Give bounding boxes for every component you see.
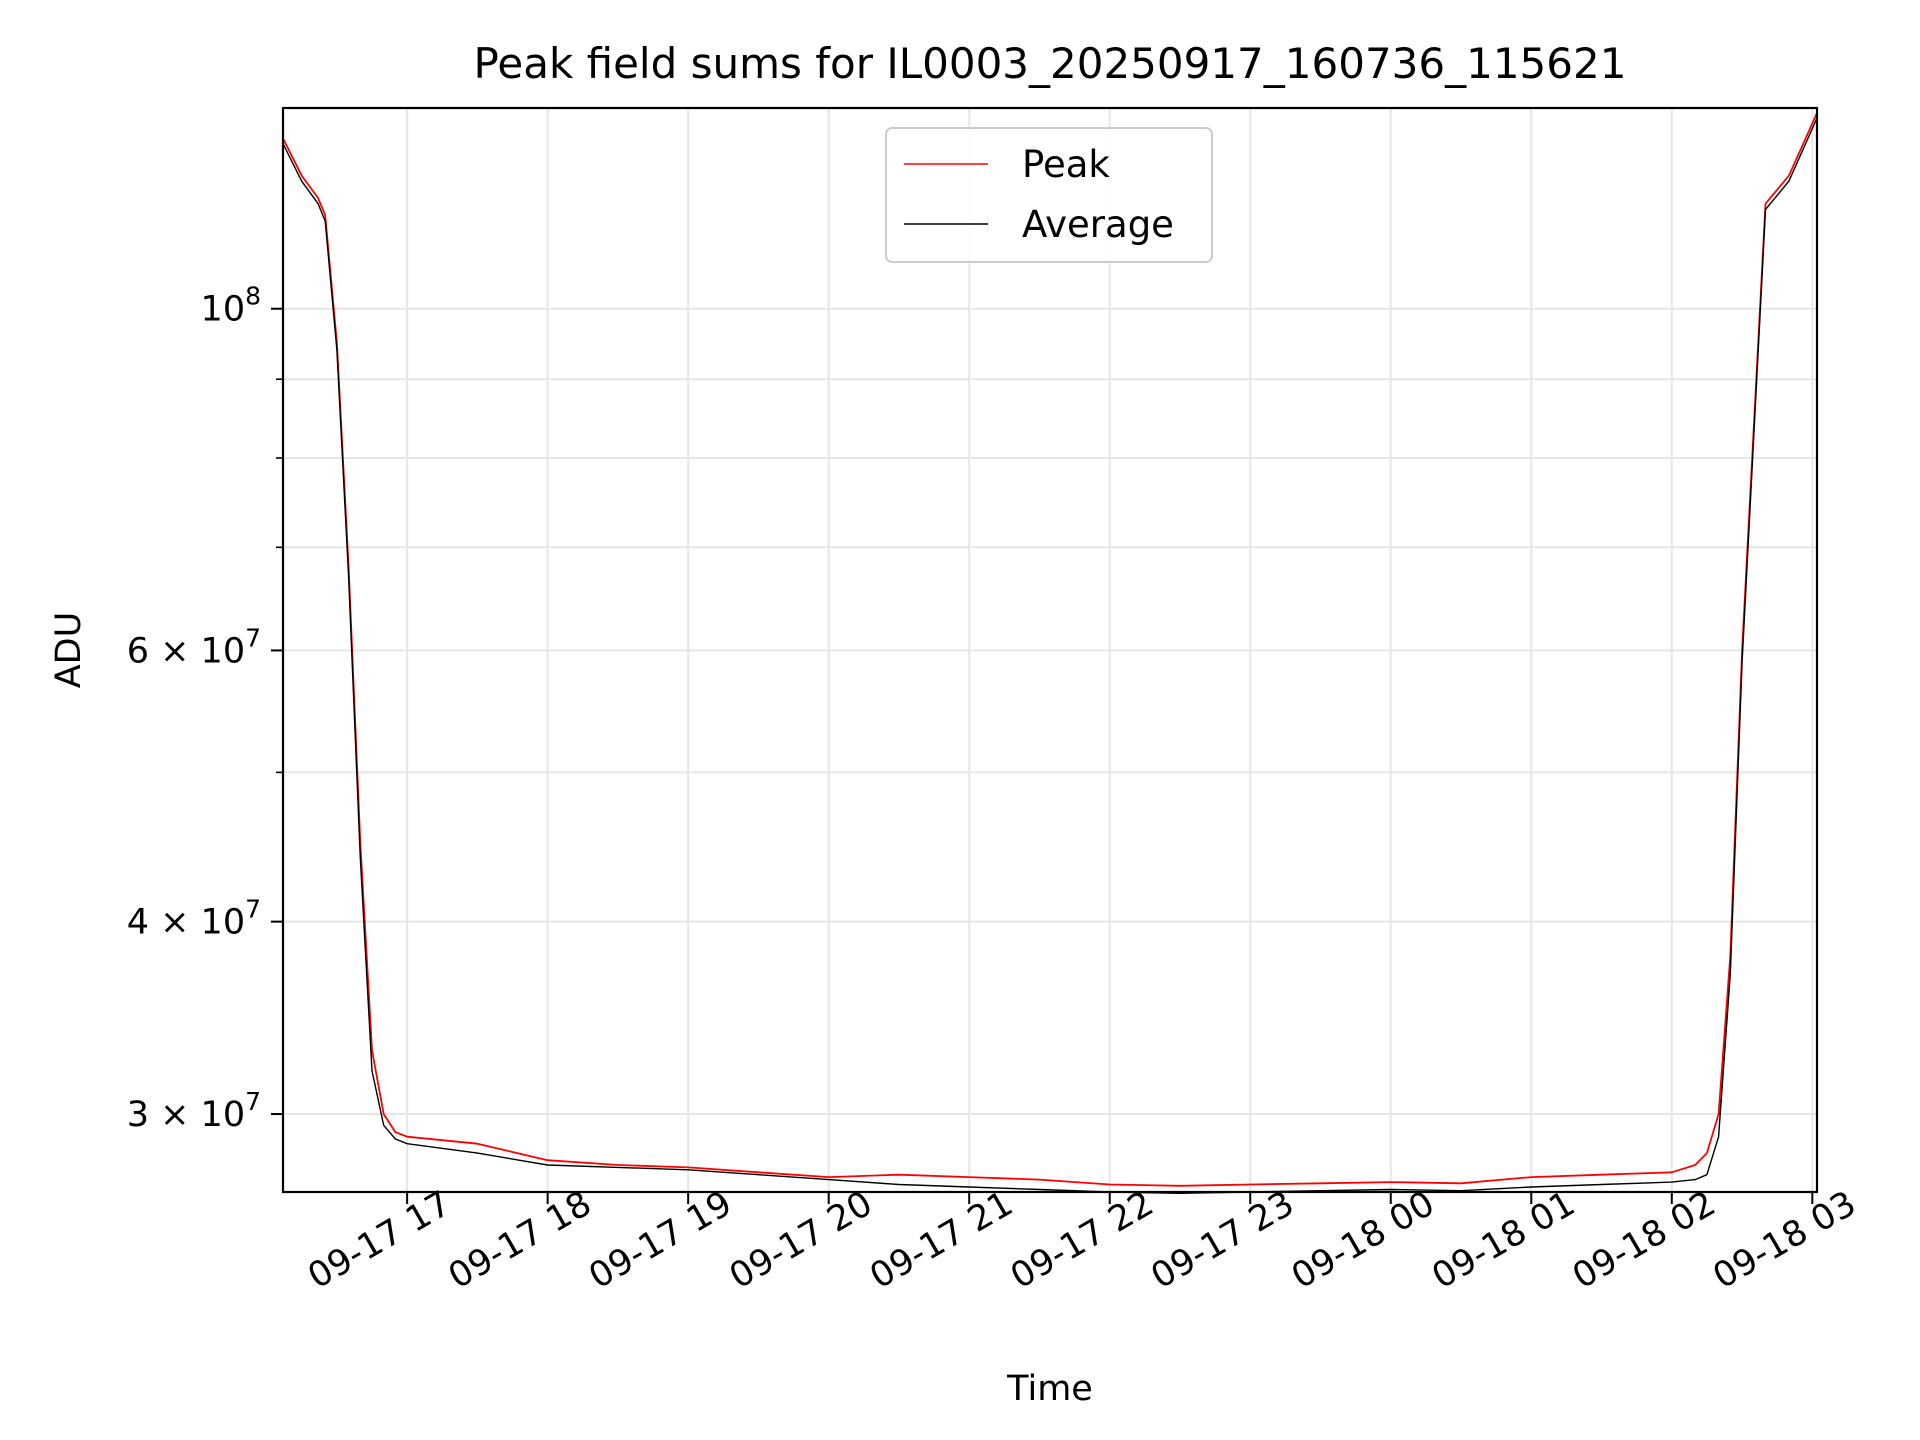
legend: Peak Average	[885, 127, 1213, 263]
x-tick-label: 09-18 02	[1566, 1184, 1722, 1297]
x-tick-label: 09-18 03	[1707, 1184, 1863, 1297]
x-tick-label: 09-17 18	[442, 1184, 598, 1297]
x-tick-label: 09-17 21	[864, 1184, 1020, 1297]
y-tick-label: 3 × 107	[127, 1087, 261, 1135]
x-tick-label: 09-17 17	[301, 1184, 457, 1297]
series-line-average	[282, 117, 1818, 1195]
y-tick-label: 4 × 107	[127, 895, 261, 943]
legend-label-peak: Peak	[1022, 143, 1110, 186]
x-tick-label: 09-18 00	[1285, 1184, 1441, 1297]
series-line-peak	[282, 112, 1818, 1187]
legend-box	[885, 127, 1213, 263]
grid-lines	[283, 108, 1817, 1192]
chart-title: Peak field sums for IL0003_20250917_1607…	[474, 39, 1627, 88]
y-axis-label: ADU	[49, 612, 89, 689]
x-tick-label: 09-17 20	[723, 1184, 879, 1297]
y-tick-label: 6 × 107	[127, 623, 261, 671]
y-tick-label: 108	[201, 282, 261, 330]
y-axis: 108 6 × 107 4 × 107 3 × 107	[127, 282, 283, 1135]
x-tick-label: 09-17 22	[1004, 1184, 1160, 1297]
series-lines	[282, 112, 1818, 1195]
x-tick-label: 09-17 19	[583, 1184, 739, 1297]
legend-label-average: Average	[1022, 203, 1174, 246]
x-tick-label: 09-17 23	[1145, 1184, 1301, 1297]
x-axis-label: Time	[1006, 1369, 1093, 1409]
x-tick-label: 09-18 01	[1426, 1184, 1582, 1297]
